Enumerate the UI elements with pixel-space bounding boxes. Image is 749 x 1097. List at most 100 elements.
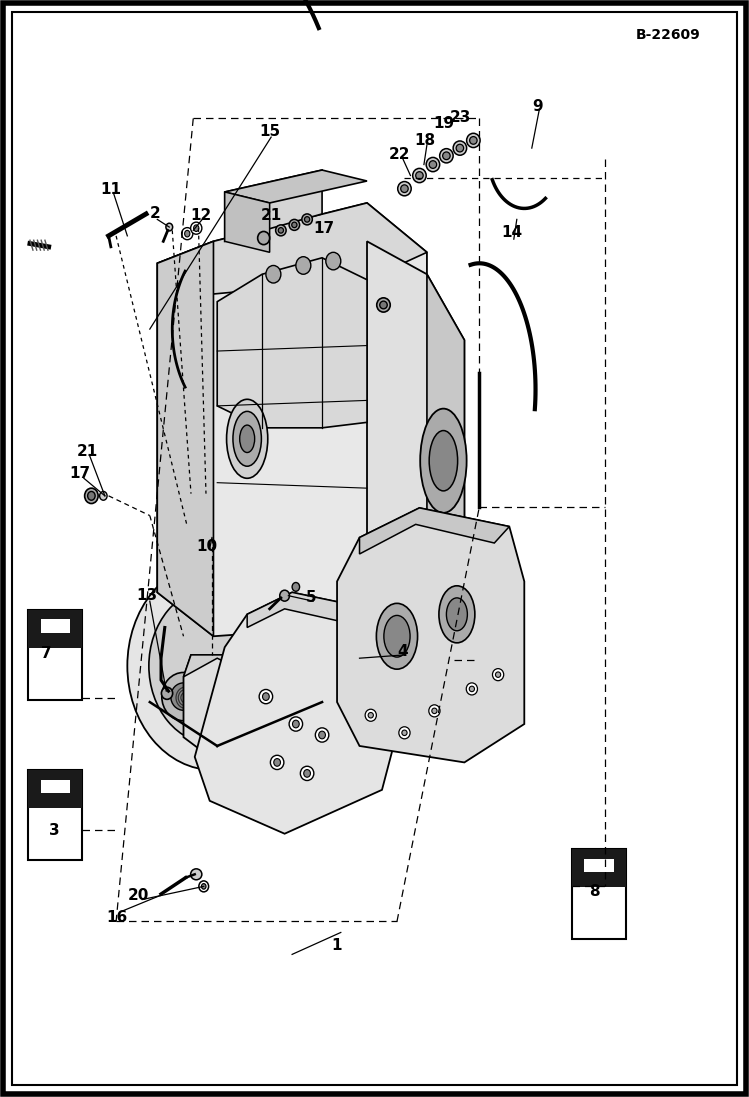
Polygon shape xyxy=(157,241,213,636)
Ellipse shape xyxy=(262,693,269,701)
Ellipse shape xyxy=(376,603,418,669)
Text: B-22609: B-22609 xyxy=(636,29,700,42)
Ellipse shape xyxy=(440,149,453,162)
Ellipse shape xyxy=(226,399,268,478)
Text: 4: 4 xyxy=(397,644,407,659)
Ellipse shape xyxy=(326,252,341,270)
Text: 9: 9 xyxy=(533,99,543,114)
Bar xyxy=(28,770,82,807)
Ellipse shape xyxy=(216,705,225,716)
Ellipse shape xyxy=(456,144,464,152)
Ellipse shape xyxy=(292,222,297,228)
Bar xyxy=(584,859,614,872)
Polygon shape xyxy=(337,508,524,762)
Ellipse shape xyxy=(443,151,450,160)
Bar xyxy=(400,610,454,647)
Text: 1: 1 xyxy=(332,938,342,953)
Ellipse shape xyxy=(240,425,255,452)
Text: 10: 10 xyxy=(196,539,217,554)
Polygon shape xyxy=(195,592,419,834)
Ellipse shape xyxy=(85,488,98,504)
Text: 21: 21 xyxy=(76,444,97,460)
Text: 3: 3 xyxy=(49,823,60,838)
Text: 12: 12 xyxy=(190,207,211,223)
Ellipse shape xyxy=(127,562,300,770)
Ellipse shape xyxy=(467,133,480,147)
Bar xyxy=(28,770,82,860)
Text: 23: 23 xyxy=(450,110,471,125)
Ellipse shape xyxy=(100,491,107,500)
Text: 13: 13 xyxy=(136,588,157,603)
Ellipse shape xyxy=(270,755,284,770)
Ellipse shape xyxy=(446,598,467,631)
Ellipse shape xyxy=(493,668,503,680)
Ellipse shape xyxy=(431,709,437,714)
Ellipse shape xyxy=(315,728,329,742)
Ellipse shape xyxy=(162,687,172,700)
Bar xyxy=(40,620,70,633)
Bar xyxy=(412,620,442,633)
Ellipse shape xyxy=(280,590,289,601)
Ellipse shape xyxy=(274,759,280,766)
Text: 17: 17 xyxy=(313,220,334,236)
Ellipse shape xyxy=(398,727,410,739)
Bar xyxy=(28,610,82,647)
Ellipse shape xyxy=(292,583,300,591)
Polygon shape xyxy=(157,203,427,294)
Ellipse shape xyxy=(233,411,261,466)
Ellipse shape xyxy=(304,770,310,777)
Bar xyxy=(400,610,454,700)
Ellipse shape xyxy=(366,710,376,722)
Text: 16: 16 xyxy=(106,909,127,925)
Ellipse shape xyxy=(162,672,205,721)
Polygon shape xyxy=(217,258,367,428)
Ellipse shape xyxy=(453,142,467,156)
Ellipse shape xyxy=(426,157,440,171)
Ellipse shape xyxy=(469,687,475,692)
Ellipse shape xyxy=(201,884,206,890)
Ellipse shape xyxy=(266,265,281,283)
Ellipse shape xyxy=(213,701,229,721)
Ellipse shape xyxy=(496,671,501,677)
Bar xyxy=(572,849,626,886)
Ellipse shape xyxy=(258,231,270,245)
Text: 7: 7 xyxy=(41,646,52,661)
Ellipse shape xyxy=(278,228,283,234)
Ellipse shape xyxy=(292,721,300,728)
Polygon shape xyxy=(184,655,255,677)
Ellipse shape xyxy=(380,301,387,309)
Ellipse shape xyxy=(199,881,208,892)
Ellipse shape xyxy=(420,409,467,513)
Ellipse shape xyxy=(416,171,423,180)
Ellipse shape xyxy=(289,219,300,230)
Bar xyxy=(28,610,82,700)
Ellipse shape xyxy=(302,214,312,225)
Polygon shape xyxy=(427,274,464,609)
Ellipse shape xyxy=(149,588,278,744)
Text: 8: 8 xyxy=(589,884,599,900)
Polygon shape xyxy=(225,192,270,252)
Ellipse shape xyxy=(184,230,190,237)
Text: 19: 19 xyxy=(434,116,455,132)
Ellipse shape xyxy=(470,136,477,145)
Ellipse shape xyxy=(289,717,303,731)
Ellipse shape xyxy=(276,225,286,236)
Ellipse shape xyxy=(383,615,410,657)
Ellipse shape xyxy=(437,536,459,583)
Bar xyxy=(572,849,626,939)
Text: 18: 18 xyxy=(414,133,435,148)
Text: 11: 11 xyxy=(100,182,121,197)
Polygon shape xyxy=(367,241,464,609)
Text: 21: 21 xyxy=(261,207,282,223)
Ellipse shape xyxy=(429,430,458,491)
Ellipse shape xyxy=(401,184,408,193)
Text: 5: 5 xyxy=(306,590,316,606)
Polygon shape xyxy=(184,655,255,762)
Polygon shape xyxy=(225,170,322,241)
Polygon shape xyxy=(360,508,509,554)
Ellipse shape xyxy=(166,223,172,231)
Text: 14: 14 xyxy=(501,225,522,240)
Ellipse shape xyxy=(368,713,373,719)
Ellipse shape xyxy=(259,690,273,704)
Ellipse shape xyxy=(429,160,437,169)
